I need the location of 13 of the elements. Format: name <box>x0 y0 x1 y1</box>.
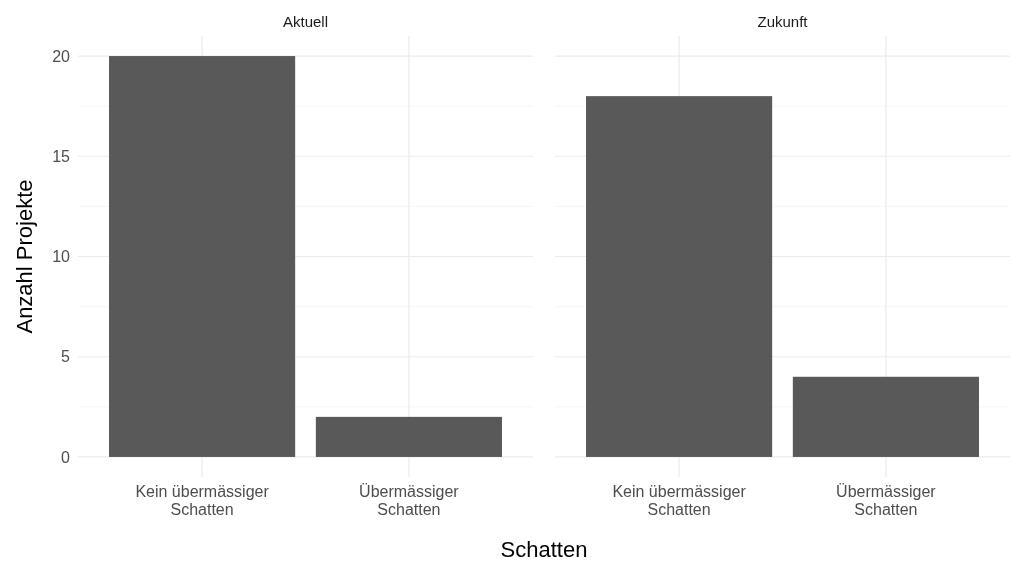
y-tick-label: 5 <box>61 348 71 366</box>
y-tick-label: 15 <box>52 147 71 165</box>
x-axis-title: Schatten <box>500 537 588 562</box>
chart-title: Zukunft <box>757 13 809 30</box>
x-tick-label: Übermässiger Schatten <box>359 483 460 518</box>
chart-title: Aktuell <box>282 13 329 30</box>
y-tick-label: 0 <box>61 448 71 466</box>
x-tick-label: Kein übermässiger Schatten <box>612 483 747 518</box>
y-axis-title: Anzahl Projekte <box>12 179 37 334</box>
y-tick-label: 20 <box>52 47 71 65</box>
y-tick-label: 10 <box>52 248 71 266</box>
x-tick-label: Kein übermässiger Schatten <box>135 483 270 518</box>
x-tick-label: Übermässiger Schatten <box>836 483 937 518</box>
